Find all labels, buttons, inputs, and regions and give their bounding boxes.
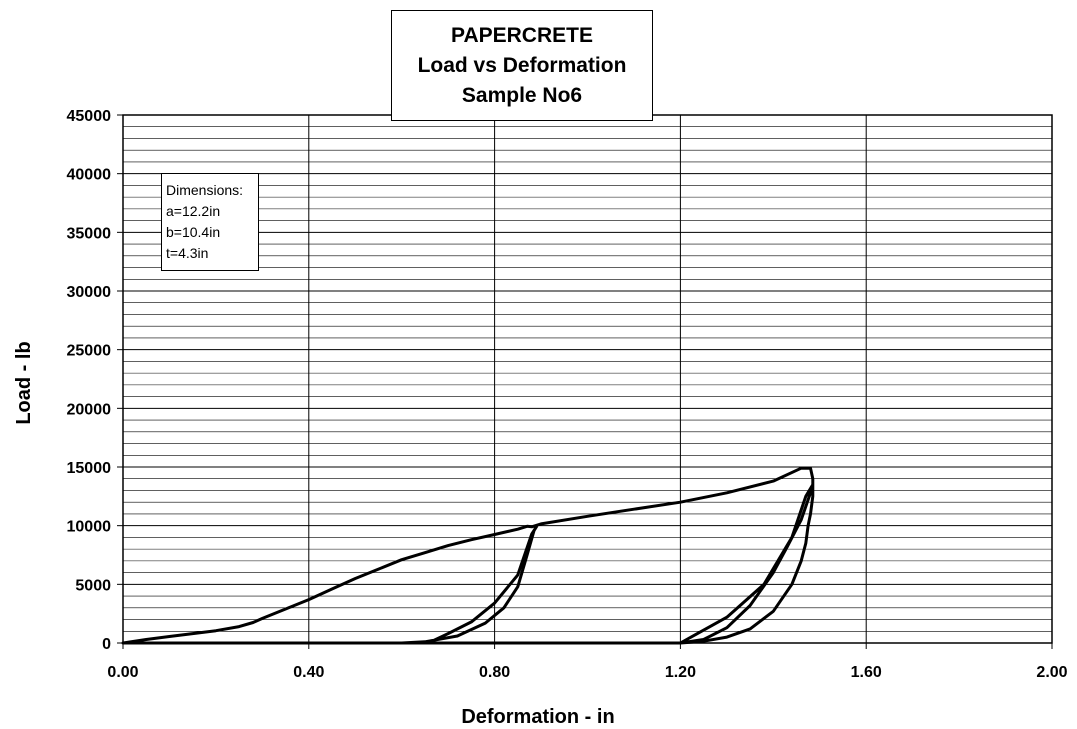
x-tick-label: 1.20 bbox=[665, 664, 696, 681]
annotation-heading: Dimensions: bbox=[166, 182, 244, 198]
y-tick-label: 35000 bbox=[67, 225, 112, 242]
minor-gridlines bbox=[123, 126, 1052, 632]
y-tick-label: 15000 bbox=[67, 460, 112, 477]
y-tick-label: 5000 bbox=[75, 577, 111, 594]
x-tick-label: 0.00 bbox=[107, 664, 138, 681]
y-tick-label: 25000 bbox=[67, 343, 112, 360]
x-tick-label: 0.40 bbox=[293, 664, 324, 681]
x-tick-label: 2.00 bbox=[1036, 664, 1067, 681]
y-tick-label: 30000 bbox=[67, 284, 112, 301]
y-axis-ticks: 0 5000 10000 15000 20000 25000 30000 35000 40000… bbox=[67, 108, 123, 653]
dimensions-annotation: Dimensions: a=12.2in b=10.4in t=4.3in bbox=[161, 173, 259, 271]
major-gridlines bbox=[122, 114, 1053, 644]
plot-area-frame bbox=[122, 114, 1053, 644]
chart-title-line-2: Load vs Deformation bbox=[417, 53, 627, 77]
y-tick-label: 45000 bbox=[67, 108, 112, 125]
x-axis-title: Deformation - in bbox=[461, 706, 614, 728]
y-tick-label: 40000 bbox=[67, 167, 112, 184]
annotation-t: t=4.3in bbox=[166, 245, 209, 261]
x-tick-label: 1.60 bbox=[851, 664, 882, 681]
y-tick-label: 0 bbox=[102, 636, 111, 653]
annotation-b: b=10.4in bbox=[166, 224, 221, 240]
chart-title-line-3: Sample No6 bbox=[461, 83, 583, 107]
series-layer bbox=[121, 466, 815, 645]
x-axis-ticks: 0.00 0.40 0.80 1.20 1.60 2.00 bbox=[107, 643, 1068, 681]
annotation-a: a=12.2in bbox=[166, 203, 221, 219]
chart-title-box: PAPERCRETE Load vs Deformation Sample No… bbox=[391, 10, 653, 121]
y-tick-label: 10000 bbox=[67, 519, 112, 536]
chart-title-line-1: PAPERCRETE bbox=[451, 23, 593, 47]
y-axis-title: Load - lb bbox=[13, 341, 35, 424]
x-tick-label: 0.80 bbox=[479, 664, 510, 681]
y-tick-label: 20000 bbox=[67, 401, 112, 418]
series-line-1 bbox=[121, 466, 815, 645]
